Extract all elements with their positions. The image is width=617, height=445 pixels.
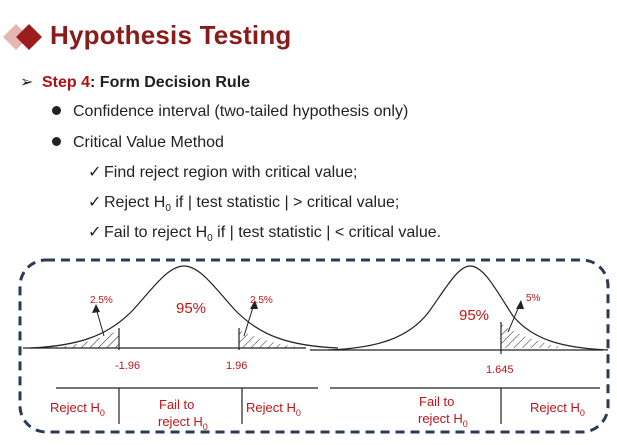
arrow-right-tail [243,303,255,337]
region-reject-right: Reject H0 [246,400,301,418]
region-fail-left-line1: Fail to [159,397,194,412]
arrowhead-icon [250,300,258,309]
one-tail-shade [501,324,566,348]
crit-value-left: -1.96 [115,360,140,372]
check-item-reject: ✓ Reject H0 if | test statistic | > criti… [88,192,399,214]
one-tailed-diagram: 95% 5% 1.645 Fail to reject H0 Reject H0 [310,265,609,429]
checkmark-icon: ✓ [88,224,102,241]
region-reject-left: Reject H0 [50,400,105,418]
bullet-text: Confidence interval (two-tailed hypothes… [73,103,409,120]
check-text: Reject H [104,194,166,211]
checkmark-icon: ✓ [88,194,102,211]
checkmark-icon: ✓ [88,164,102,181]
dashed-border [18,258,610,434]
region-fail-left-line2: reject H0 [158,414,208,432]
check-item-find-region: ✓ Find reject region with critical value; [88,162,357,182]
check-text: Find reject region with critical value; [104,164,358,181]
check-item-fail-to-reject: ✓ Fail to reject H0 if | test statistic |… [88,222,441,244]
crit-value-right: 1.96 [226,360,247,372]
two-tailed-diagram: 2.5% 95% 2.5% -1.96 1.96 Reject H0 Fail … [23,265,339,432]
check-text-rest: if | test statistic | > critical value; [170,194,400,211]
arrow-bullet-icon: ➢ [20,74,34,91]
normal-curve-right [327,265,609,351]
subscript: 0 [165,203,171,215]
arrow-left-tail [95,307,105,337]
decision-rule-diagram: 2.5% 95% 2.5% -1.96 1.96 Reject H0 Fail … [18,258,610,434]
region-fail-right-line1: Fail to [419,394,454,409]
bullet-critical-value: Critical Value Method [52,134,224,152]
page-title: Hypothesis Testing [50,20,292,50]
step-label: Step 4 [42,74,91,91]
region-fail-right-line2: reject H0 [418,411,468,429]
left-tail-shade [48,330,119,348]
tail-pct-right: 5% [526,293,541,304]
check-text: Fail to reject H [104,224,208,241]
region-reject-onetail: Reject H0 [530,400,585,418]
step-text: : Form Decision Rule [90,74,251,91]
bullet-dot-icon [52,106,61,116]
step-heading: ➢ Step 4: Form Decision Rule [20,72,250,92]
bullet-dot-icon [52,137,61,147]
tail-right-pct: 2.5% [250,295,273,306]
arrowhead-icon [92,304,100,313]
subscript: 0 [207,233,213,245]
tail-left-pct: 2.5% [90,295,113,306]
bullet-confidence-interval: Confidence interval (two-tailed hypothes… [52,103,408,121]
diamond-logo-icon [3,24,42,50]
bullet-text: Critical Value Method [73,134,224,151]
arrowhead-icon [516,300,524,309]
crit-value-onetail: 1.645 [486,364,514,376]
right-tail-shade [239,330,310,348]
center-pct-left: 95% [176,300,206,317]
center-pct-right: 95% [459,307,489,324]
check-text-rest: if | test statistic | < critical value. [212,224,442,241]
